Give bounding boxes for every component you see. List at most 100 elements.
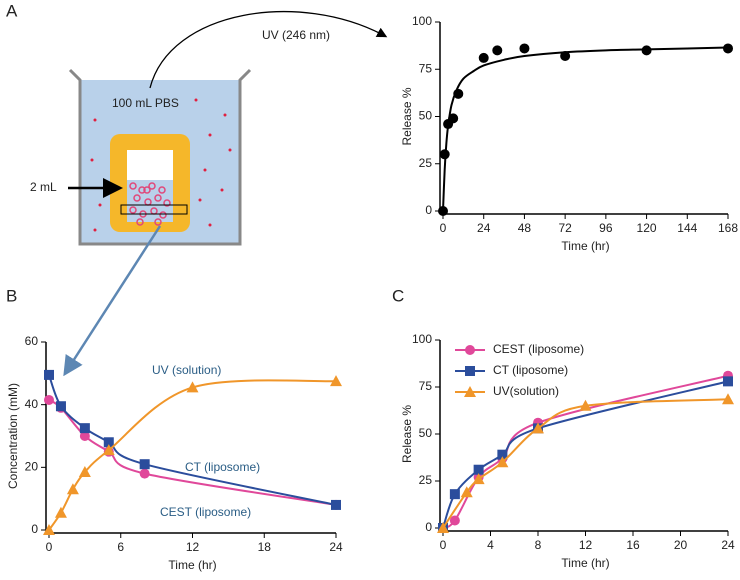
y-tick-label: 0 bbox=[425, 520, 432, 534]
data-point bbox=[722, 393, 734, 405]
legend-label: CT (liposome) bbox=[493, 363, 568, 377]
legend-label: UV(solution) bbox=[493, 384, 559, 398]
data-point bbox=[103, 437, 114, 448]
y-tick-label: 25 bbox=[419, 473, 433, 487]
data-point bbox=[497, 449, 508, 460]
y-tick-label: 75 bbox=[419, 61, 433, 75]
data-point bbox=[460, 486, 473, 498]
x-axis-label: Time (hr) bbox=[561, 556, 609, 570]
x-tick-label: 168 bbox=[718, 221, 738, 235]
data-point bbox=[478, 52, 489, 63]
legend-label: CEST (liposome) bbox=[493, 342, 584, 356]
series-label: CT (liposome) bbox=[185, 460, 260, 474]
x-tick-label: 16 bbox=[626, 538, 640, 552]
data-point bbox=[44, 394, 54, 405]
panel-label: B bbox=[6, 286, 17, 305]
x-tick-label: 12 bbox=[186, 540, 200, 554]
x-tick-label: 20 bbox=[674, 538, 688, 552]
x-axis-label: Time (hr) bbox=[168, 558, 216, 572]
data-point bbox=[44, 369, 54, 380]
medium-label: 100 mL PBS bbox=[112, 96, 179, 110]
beaker bbox=[68, 68, 252, 246]
data-point bbox=[55, 401, 66, 412]
data-point bbox=[78, 466, 91, 478]
data-point bbox=[449, 515, 460, 526]
y-tick-label: 50 bbox=[419, 426, 433, 440]
x-tick-label: 48 bbox=[518, 221, 532, 235]
y-axis-label: Release % bbox=[400, 87, 414, 145]
window bbox=[127, 150, 173, 180]
series-line bbox=[442, 374, 729, 529]
y-tick-label: 0 bbox=[425, 203, 432, 217]
sampling-box bbox=[120, 204, 188, 215]
beaker-wall bbox=[68, 68, 252, 246]
x-tick-label: 24 bbox=[329, 540, 343, 554]
data-point bbox=[79, 423, 90, 434]
y-tick-label: 40 bbox=[25, 397, 39, 411]
data-point bbox=[473, 464, 484, 475]
data-point bbox=[532, 422, 544, 434]
data-point bbox=[66, 483, 79, 495]
data-point bbox=[139, 468, 150, 479]
data-point bbox=[449, 489, 460, 500]
data-point bbox=[492, 45, 503, 56]
liposomes bbox=[129, 182, 171, 226]
x-tick-label: 24 bbox=[721, 538, 735, 552]
x-tick-label: 120 bbox=[637, 221, 657, 235]
x-tick-label: 8 bbox=[535, 538, 542, 552]
x-tick-label: 0 bbox=[440, 221, 447, 235]
data-point bbox=[560, 51, 571, 62]
sample-label: 2 mL bbox=[30, 180, 57, 194]
x-tick-label: 0 bbox=[46, 540, 53, 554]
data-point bbox=[54, 506, 67, 518]
y-axis-label: Concentration (mM) bbox=[6, 383, 20, 489]
x-tick-label: 0 bbox=[440, 538, 447, 552]
data-point bbox=[79, 431, 90, 441]
y-tick-label: 100 bbox=[412, 332, 432, 346]
data-point bbox=[579, 399, 592, 411]
data-point bbox=[496, 456, 509, 468]
uv-label: UV (246 nm) bbox=[262, 28, 330, 42]
data-point bbox=[330, 375, 342, 387]
x-axis-label: Time (hr) bbox=[561, 239, 609, 253]
y-tick-label: 60 bbox=[25, 334, 39, 348]
data-point bbox=[723, 376, 733, 387]
x-tick-label: 4 bbox=[487, 538, 494, 552]
series-label: CEST (liposome) bbox=[160, 505, 251, 519]
y-tick-label: 25 bbox=[419, 156, 433, 170]
series-label: UV (solution) bbox=[152, 363, 221, 377]
series-line bbox=[48, 374, 337, 506]
y-axis-label: Release % bbox=[400, 405, 414, 463]
x-tick-label: 18 bbox=[258, 540, 272, 554]
panel-label: A bbox=[6, 1, 18, 20]
sampling-arrow bbox=[63, 225, 162, 377]
data-point bbox=[139, 459, 150, 470]
uv-arrow bbox=[149, 11, 388, 89]
data-point bbox=[331, 499, 341, 510]
data-point bbox=[43, 524, 55, 535]
data-point bbox=[102, 444, 115, 456]
series-line bbox=[48, 399, 337, 506]
data-point bbox=[437, 522, 449, 533]
x-tick-label: 144 bbox=[677, 221, 697, 235]
y-tick-label: 0 bbox=[31, 522, 38, 536]
x-tick-label: 12 bbox=[579, 538, 593, 552]
x-tick-label: 24 bbox=[477, 221, 491, 235]
red-dots bbox=[90, 98, 232, 232]
legend-marker bbox=[465, 345, 475, 355]
data-point bbox=[186, 381, 199, 393]
x-tick-label: 72 bbox=[558, 221, 572, 235]
x-tick-label: 6 bbox=[117, 540, 124, 554]
data-point bbox=[519, 43, 530, 54]
y-tick-label: 20 bbox=[25, 460, 39, 474]
panel-label: C bbox=[392, 286, 404, 305]
y-tick-label: 75 bbox=[419, 379, 433, 393]
legend-marker bbox=[464, 386, 476, 397]
y-tick-label: 100 bbox=[412, 14, 432, 28]
legend-marker bbox=[465, 366, 475, 376]
data-point bbox=[448, 113, 459, 124]
x-tick-label: 96 bbox=[599, 221, 613, 235]
series-line bbox=[442, 46, 729, 212]
